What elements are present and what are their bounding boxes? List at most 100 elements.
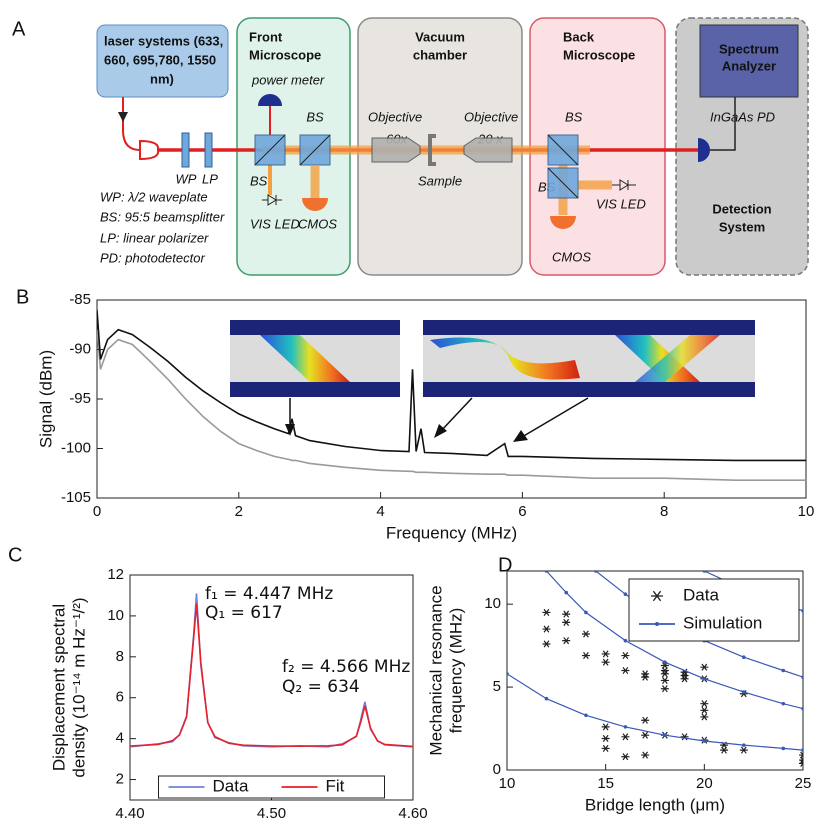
simulation-line: [507, 673, 803, 751]
vacuum-title: Vacuum: [415, 29, 465, 44]
y-tick-label: 2: [116, 771, 124, 788]
data-point: [700, 713, 709, 721]
arrow: [439, 397, 473, 433]
laser-label: nm): [150, 71, 174, 86]
data-line: [97, 309, 806, 462]
legend-marker: [655, 622, 659, 626]
arrow: [513, 430, 528, 442]
data-point: [680, 733, 689, 741]
data-point: [700, 663, 709, 671]
x-tick-label: 4.50: [257, 805, 286, 822]
simulation-point: [544, 696, 549, 701]
inset: [588, 382, 755, 397]
data-point: [641, 673, 650, 681]
led-label: VIS LED: [250, 216, 300, 231]
arrow: [521, 397, 589, 438]
bs-label: BS: [250, 173, 268, 188]
led-label: VIS LED: [596, 196, 646, 211]
y-tick-label: -105: [61, 489, 91, 506]
simulation-point: [702, 739, 707, 743]
y-axis-label: Mechanical resonance: [426, 585, 445, 755]
x-tick-label: 20: [696, 775, 713, 792]
legend-label: Data: [213, 776, 249, 795]
simulation-point: [594, 571, 598, 573]
detection-label: Detection: [712, 201, 771, 216]
simulation-point: [742, 743, 746, 747]
simulation-point: [663, 733, 667, 737]
data-point: [601, 723, 610, 731]
panel-label: B: [16, 286, 29, 308]
inset: [588, 320, 755, 335]
waveplate: [181, 132, 190, 168]
simulation-point: [801, 675, 803, 679]
data-point: [542, 640, 551, 648]
data-point: [641, 670, 650, 678]
x-tick-label: 4.60: [398, 805, 427, 822]
panel-label: A: [12, 18, 26, 40]
led: [262, 194, 282, 206]
laser-label: laser systems (633,: [104, 33, 223, 48]
simulation-point: [507, 672, 509, 676]
simulation-point: [584, 610, 588, 615]
analyzer-label: Analyzer: [722, 58, 776, 73]
sample: [428, 134, 436, 166]
data-point: [680, 671, 689, 680]
data-point: [641, 716, 650, 724]
inset: [423, 382, 588, 397]
data-point: [660, 670, 669, 678]
polarizer: [204, 132, 213, 168]
simulation-point: [742, 690, 746, 694]
objective: [463, 137, 513, 163]
data-point: [621, 733, 630, 741]
y-tick-label: -85: [69, 291, 91, 308]
data-point: [680, 675, 689, 683]
lp-label: LP: [202, 171, 218, 186]
data-point: [660, 676, 669, 685]
data-point: [601, 734, 610, 743]
pd-label: InGaAs PD: [710, 109, 775, 124]
legend-text: BS: 95:5 beamsplitter: [100, 209, 225, 224]
inset: [230, 320, 400, 335]
objective-label: Objective: [464, 109, 518, 124]
bs-label: BS: [565, 109, 583, 124]
y-tick-label: 0: [493, 761, 501, 778]
annotation: f₁ = 4.447 MHz: [205, 584, 333, 604]
inset: [423, 320, 588, 335]
simulation-point: [623, 638, 628, 643]
y-tick-label: 10: [107, 607, 124, 624]
x-tick-label: 2: [235, 503, 243, 520]
led: [612, 179, 636, 191]
photodetector: [698, 138, 710, 162]
inset: [430, 337, 580, 380]
plot-frame: [506, 570, 804, 771]
y-tick-label: 4: [116, 730, 124, 747]
data-point: [739, 746, 748, 754]
data-point: [621, 666, 630, 675]
y-axis-label: frequency (MHz): [446, 608, 465, 734]
panel-label: C: [8, 544, 22, 566]
simulation-point: [781, 701, 786, 706]
y-tick-label: 5: [493, 678, 501, 695]
x-axis-label: Frequency (MHz): [386, 523, 517, 542]
data-point: [621, 753, 630, 761]
y-axis-label: density (10⁻¹⁴ m Hz⁻¹/²): [69, 597, 88, 777]
inset: [635, 335, 720, 382]
data-point: [562, 610, 571, 618]
x-tick-label: 0: [93, 503, 101, 520]
cmos: [550, 216, 576, 229]
simulation-point: [801, 706, 803, 711]
legend-text: PD: photodetector: [100, 250, 205, 265]
y-tick-label: 6: [116, 689, 124, 706]
data-point: [542, 625, 551, 633]
annotation: f₂ = 4.566 MHz: [282, 657, 410, 677]
legend-box: [158, 775, 385, 799]
data-point: [660, 685, 669, 693]
data-point: [542, 608, 551, 617]
y-tick-label: -95: [69, 390, 91, 407]
simulation-point: [781, 746, 786, 751]
data-point: [700, 706, 709, 714]
front-title: Front: [249, 29, 283, 44]
simulation-point: [564, 590, 568, 595]
legend-text: LP: linear polarizer: [100, 230, 209, 245]
